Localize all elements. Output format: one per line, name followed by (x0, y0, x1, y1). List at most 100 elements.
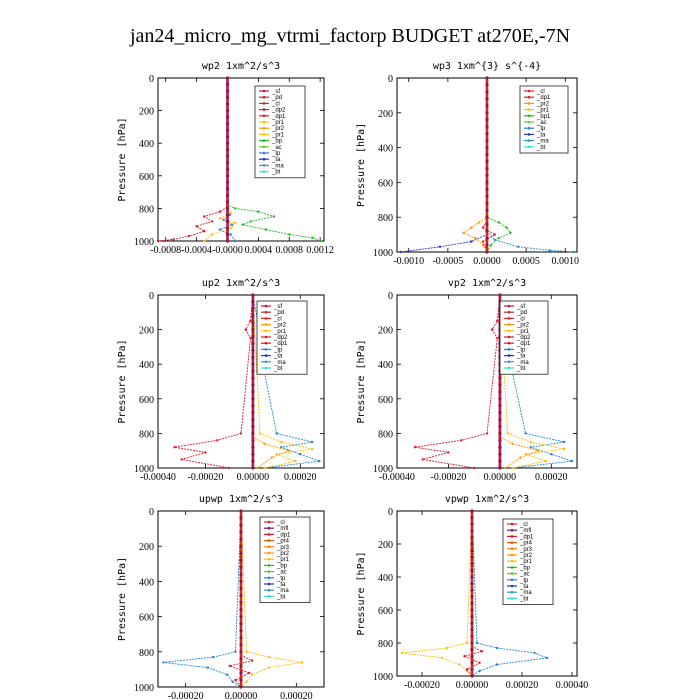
legend-label: _pr1 (536, 108, 550, 114)
series-point-ta (438, 245, 442, 248)
series-point-dp1 (172, 238, 175, 241)
legend-label: _bt (276, 594, 286, 600)
x-tick-label: -0.00020 (404, 680, 440, 691)
legend-marker (262, 89, 266, 93)
series-point-pr2 (511, 442, 514, 445)
y-tick-label: 400 (139, 577, 154, 588)
series-point-sf (225, 187, 230, 191)
series-point-sf (498, 383, 502, 387)
series-point-pr1 (511, 466, 514, 470)
legend-label: _pd (271, 95, 282, 101)
series-point-sf (251, 334, 255, 339)
x-tick-label: 0.00000 (484, 472, 517, 483)
series-point-sf (498, 293, 502, 297)
legend-marker (262, 157, 266, 161)
legend-label: _tp (519, 578, 529, 584)
y-tick-label: 200 (378, 109, 393, 120)
legend-marker (510, 566, 514, 569)
legend-label: _dp2 (516, 335, 531, 341)
series-point-sf (251, 390, 255, 394)
series-point-pr1 (294, 459, 297, 463)
series-point-dp1 (249, 337, 252, 340)
series-point-bp (288, 233, 291, 236)
series-point-dp1 (203, 230, 206, 233)
series-point-cl (470, 549, 474, 553)
series-point-bp (241, 223, 245, 226)
y-tick-label: 400 (378, 144, 393, 155)
legend-label: _ta (519, 584, 529, 590)
legend-marker (264, 323, 268, 326)
panel-title: wp2 1xm^2/s^3 (202, 61, 280, 72)
series-point-sf (225, 128, 230, 132)
legend-label: _ma (536, 139, 549, 145)
y-axis-label: Pressure [hPa] (117, 339, 128, 423)
series-point-cl (239, 516, 243, 520)
series-point-dp1 (249, 319, 252, 323)
series-point-sf (225, 89, 230, 93)
x-tick-label: -0.0004 (181, 245, 212, 256)
legend-marker (267, 539, 271, 542)
legend-marker (267, 570, 271, 573)
x-tick-label: 0.0005 (512, 256, 540, 267)
legend-label: _tp (276, 576, 286, 582)
series-point-pr1 (465, 641, 469, 645)
series-point-dp1 (210, 220, 214, 223)
series-point-tp (495, 663, 499, 666)
legend-marker (510, 578, 514, 582)
series-point-cl (485, 187, 489, 191)
legend-label: _cl (276, 520, 285, 526)
series-point-sf (251, 459, 255, 463)
legend-marker (507, 335, 511, 339)
series-point-sf (498, 376, 502, 380)
series-point-cl (470, 608, 474, 612)
y-tick-label: 600 (378, 395, 393, 406)
legend-label: _sf (516, 304, 525, 310)
legend-label: _cl (519, 522, 528, 528)
y-tick-label: 1000 (134, 237, 154, 248)
y-tick-label: 200 (139, 107, 154, 118)
series-point-cl (470, 509, 474, 513)
legend-marker (510, 572, 514, 575)
series-point-pr1 (218, 217, 221, 220)
series-point-tp (545, 656, 549, 660)
series-point-cl (239, 579, 243, 584)
legend-label: _dp1 (273, 341, 288, 347)
legend-marker (527, 102, 531, 105)
legend-marker (510, 559, 514, 563)
series-point-cl (470, 562, 474, 566)
legend-label: _ma (516, 360, 529, 366)
series-point-pr1 (506, 432, 509, 435)
panel-2: wp3 1xm^{3} s^{-4}02004006008001000-0.00… (356, 61, 579, 267)
y-tick-label: 400 (139, 139, 154, 150)
legend-marker (507, 323, 511, 326)
legend-label: _bp (276, 563, 288, 569)
legend-marker (527, 133, 531, 136)
series-point-bp (318, 239, 322, 243)
series-point-sf (225, 161, 230, 165)
panel-title: vp2 1xm^2/s^3 (448, 278, 526, 289)
series-point-dp1 (481, 226, 485, 229)
series-point-pr1 (400, 651, 404, 655)
y-tick-label: 400 (139, 360, 154, 371)
legend-marker (262, 126, 266, 130)
legend-marker (262, 95, 266, 99)
legend-marker (262, 133, 266, 136)
series-point-dp1 (156, 239, 160, 243)
legend-label: _sf (273, 304, 282, 310)
x-tick-label: 0.00000 (456, 680, 489, 691)
series-point-pr1 (440, 656, 444, 660)
series-point-tp (562, 440, 566, 444)
series-point-pr2 (462, 231, 465, 235)
legend-label: _tp (536, 126, 546, 132)
y-tick-label: 600 (139, 613, 154, 624)
series-point-sf (498, 431, 502, 435)
series-point-sf (251, 438, 255, 442)
legend-marker (267, 576, 271, 580)
series-point-pr2 (537, 449, 540, 452)
series-point-sf (225, 219, 230, 223)
series-point-cl (239, 537, 243, 541)
legend-label: _pr3 (276, 545, 290, 551)
y-tick-label: 200 (378, 326, 393, 337)
y-axis-label: Pressure [hPa] (356, 551, 367, 635)
